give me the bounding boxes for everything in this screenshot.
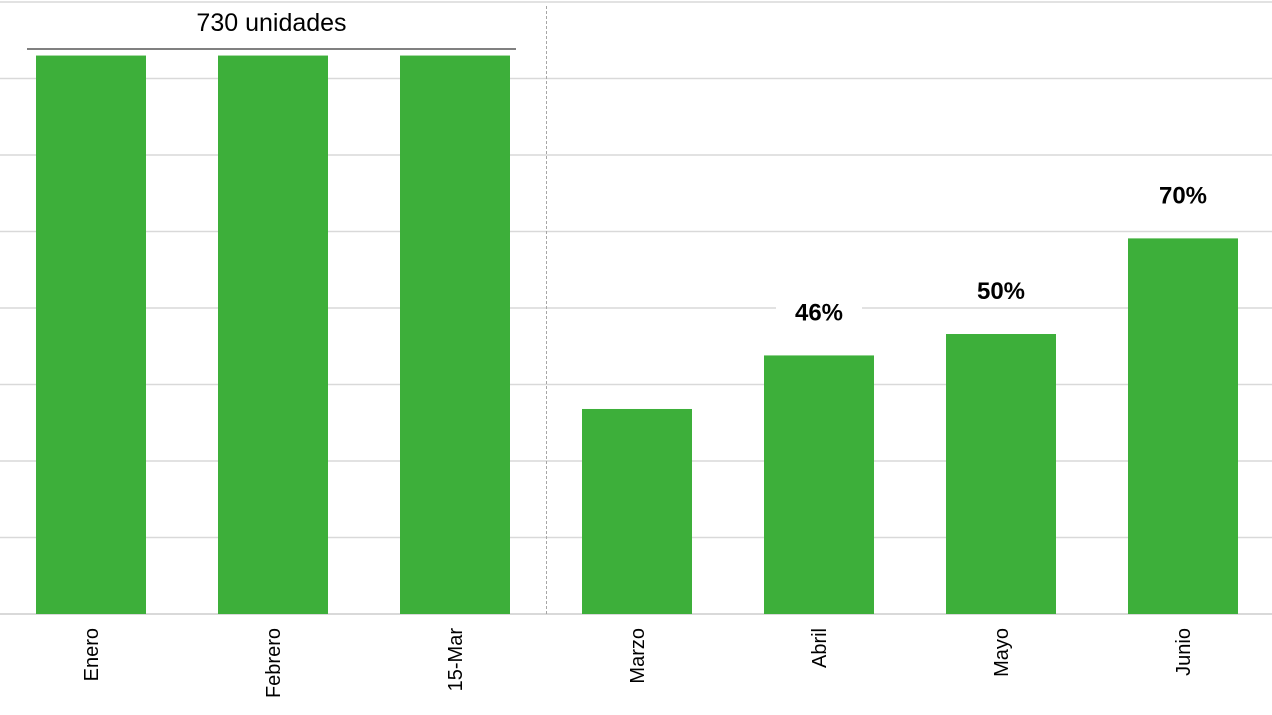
x-tick-label: Junio (1173, 628, 1195, 676)
bar-mayo (946, 334, 1056, 614)
bars (36, 55, 1238, 615)
x-tick-label: Febrero (263, 628, 285, 698)
x-tick-label: Marzo (627, 628, 649, 684)
data-label: 50% (977, 278, 1025, 305)
annotation-group: 730 unidades (27, 9, 516, 50)
annotation-text: 730 unidades (196, 9, 346, 37)
data-label: 70% (1159, 182, 1207, 209)
data-labels: 46% 50% 70% (776, 177, 1226, 329)
x-tick-label: Abril (809, 628, 831, 668)
data-label-background (776, 294, 862, 329)
data-label-background (1140, 177, 1226, 212)
bar-febrero (218, 55, 328, 615)
x-tick-label: 15-Mar (445, 628, 467, 692)
bar-abril (764, 355, 874, 614)
gridlines (0, 1, 1272, 615)
x-tick-label: Mayo (991, 628, 1013, 677)
bar-15-mar (400, 55, 510, 615)
x-tick-label: Enero (81, 628, 103, 681)
bar-enero (36, 55, 146, 615)
x-axis-tick-labels: Enero Febrero 15-Mar Marzo Abril Mayo Junio (81, 628, 1195, 698)
data-label: 46% (795, 299, 843, 326)
bar-marzo (582, 408, 692, 614)
data-label-background (958, 273, 1044, 308)
bar-junio (1128, 238, 1238, 614)
